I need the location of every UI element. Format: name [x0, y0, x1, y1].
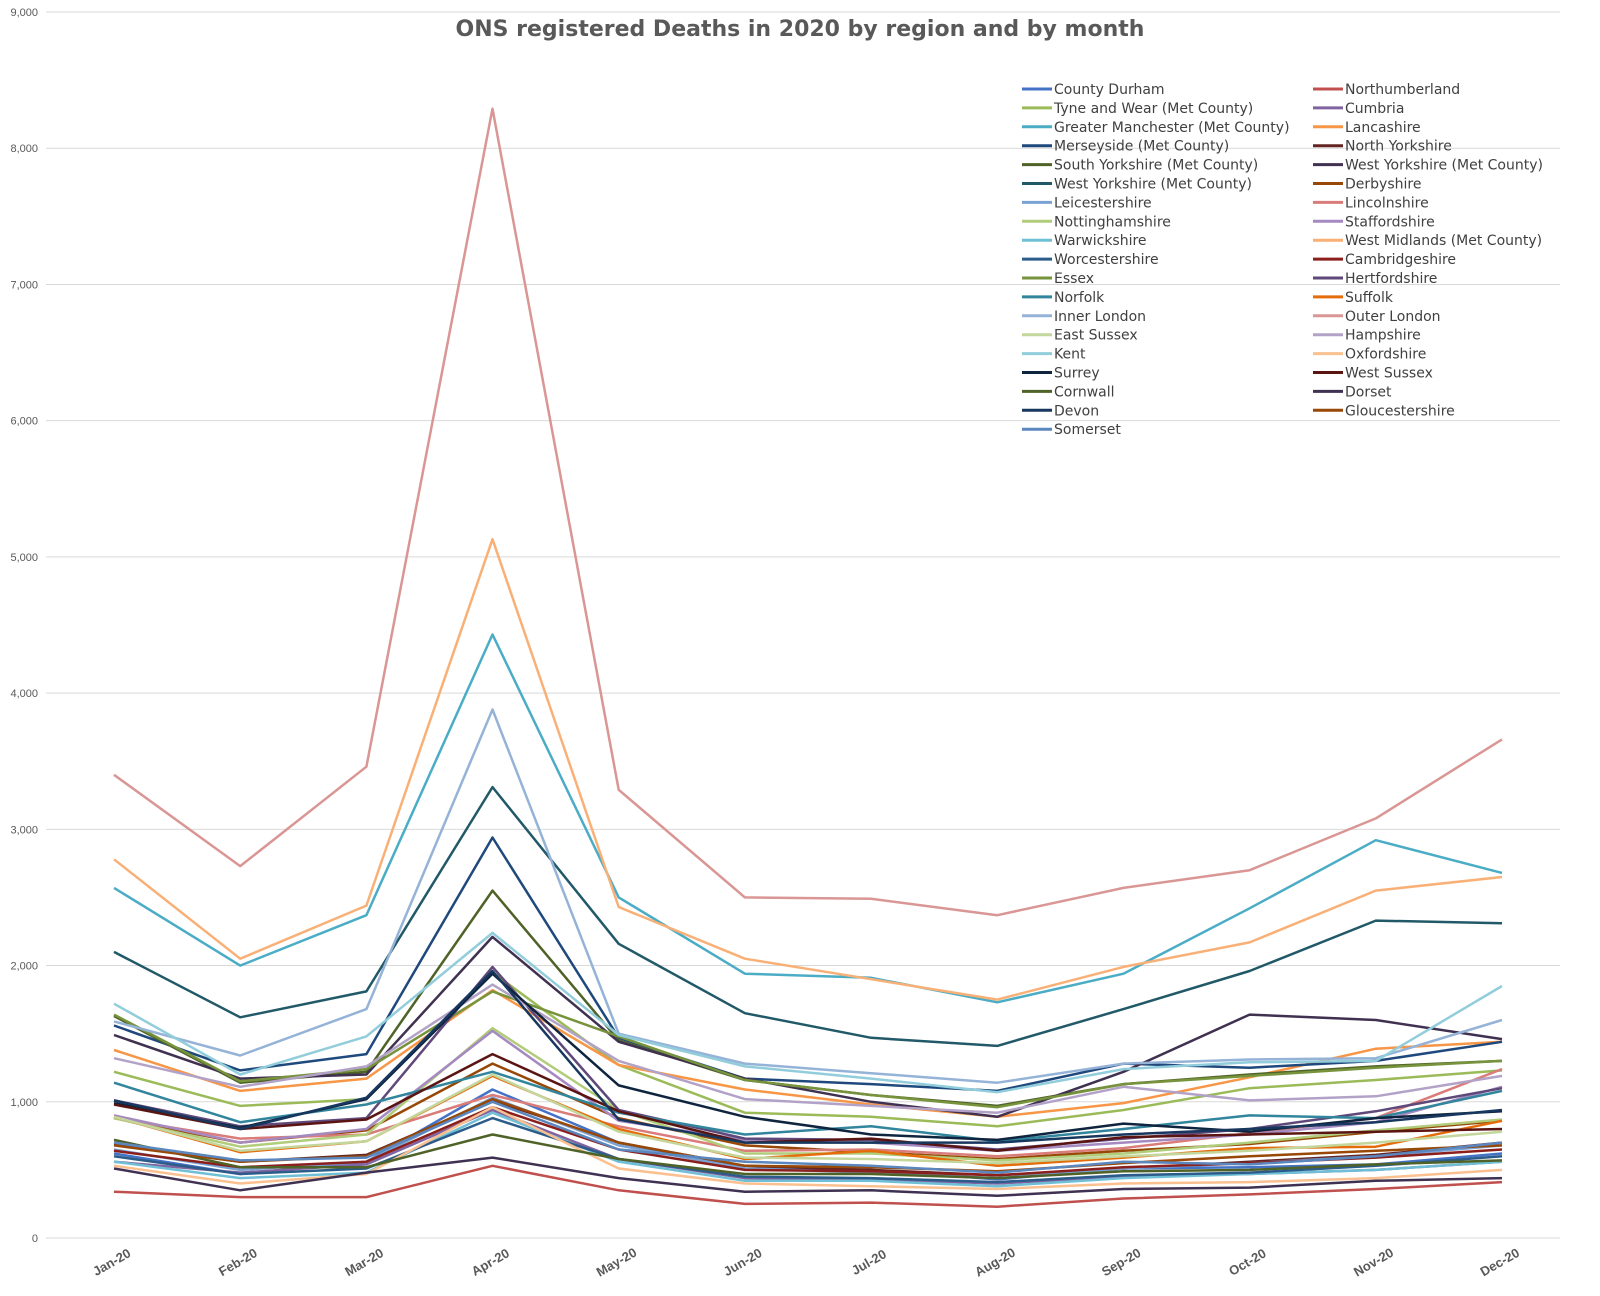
legend-label: Derbyshire — [1345, 177, 1421, 193]
series-line — [113, 1073, 1503, 1165]
legend-label: Surrey — [1054, 366, 1100, 382]
series-line — [113, 785, 1503, 1048]
legend-label: Norfolk — [1054, 290, 1105, 306]
legend-label: Cornwall — [1054, 384, 1115, 400]
legend-label: Northumberland — [1345, 82, 1460, 98]
series-line — [113, 971, 1503, 1128]
series-line — [113, 537, 1503, 1001]
series-line — [113, 1100, 1503, 1174]
y-tick-label: 4,000 — [10, 688, 38, 700]
legend-label: Tyne and Wear (Met County) — [1053, 101, 1253, 117]
legend-label: Merseyside (Met County) — [1054, 139, 1229, 155]
y-tick-label: 3,000 — [10, 824, 38, 836]
legend-label: Worcestershire — [1054, 252, 1159, 268]
y-tick-label: 5,000 — [10, 552, 38, 564]
series-line — [113, 633, 1503, 1004]
series-line — [113, 708, 1503, 1084]
legend-label: Hertfordshire — [1345, 271, 1437, 287]
legend-label: County Durham — [1054, 82, 1165, 98]
x-tick-label: Aug-20 — [972, 1245, 1018, 1280]
legend-label: Hampshire — [1345, 328, 1421, 344]
y-tick-label: 8,000 — [10, 143, 38, 155]
x-tick-label: Mar-20 — [342, 1245, 386, 1279]
x-tick-label: Nov-20 — [1351, 1245, 1396, 1280]
legend-label: West Sussex — [1345, 366, 1433, 382]
legend-label: North Yorkshire — [1345, 139, 1452, 155]
legend-label: Outer London — [1345, 309, 1441, 325]
x-tick-label: Jul-20 — [849, 1246, 889, 1278]
legend-label: Cumbria — [1345, 101, 1404, 117]
x-tick-label: Jun-20 — [721, 1245, 765, 1279]
x-tick-label: Oct-20 — [1226, 1245, 1269, 1278]
legend-label: West Yorkshire (Met County) — [1054, 177, 1252, 193]
legend-label: Greater Manchester (Met County) — [1054, 120, 1290, 136]
legend-label: Somerset — [1054, 422, 1121, 438]
legend-label: Devon — [1054, 403, 1099, 419]
gridlines — [46, 11, 1560, 1239]
x-tick-label: May-20 — [594, 1245, 640, 1280]
legend-label: Lancashire — [1345, 120, 1421, 136]
series-line — [113, 983, 1503, 1114]
legend-label: Gloucestershire — [1345, 403, 1455, 419]
legend: County Durham Northumberland Tyne and Wear… — [1022, 82, 1543, 438]
x-axis: Jan-20 Feb-20 Mar-20 Apr-20 May-20 Jun-20 Jul-… — [90, 1245, 1522, 1280]
legend-label: West Yorkshire (Met County) — [1345, 158, 1543, 174]
legend-label: Suffolk — [1345, 290, 1394, 306]
series-line — [113, 990, 1503, 1109]
legend-label: Nottinghamshire — [1054, 214, 1171, 230]
series-line — [113, 1116, 1503, 1184]
series-line — [113, 1156, 1503, 1198]
series-line — [113, 969, 1503, 1144]
y-tick-label: 0 — [32, 1233, 38, 1245]
legend-label: Warwickshire — [1054, 233, 1147, 249]
series-line — [113, 1133, 1503, 1180]
series-line — [113, 1164, 1503, 1208]
x-tick-label: Dec-20 — [1478, 1245, 1522, 1279]
series-line — [113, 1111, 1503, 1188]
series-line — [113, 836, 1503, 1093]
legend-label: Kent — [1054, 347, 1086, 363]
series-line — [113, 1052, 1503, 1153]
legend-label: Inner London — [1054, 309, 1146, 325]
series-line — [113, 107, 1503, 917]
series-line — [113, 1026, 1503, 1162]
series-line — [113, 935, 1503, 1119]
legend-label: South Yorkshire (Met County) — [1054, 158, 1258, 174]
x-tick-label: Feb-20 — [216, 1245, 260, 1279]
y-tick-label: 9,000 — [10, 7, 38, 19]
series-line — [113, 1070, 1503, 1143]
legend-label: Staffordshire — [1345, 214, 1435, 230]
series-line — [113, 931, 1503, 1094]
y-axis: 0 1,000 2,000 3,000 4,000 5,000 6,000 7,000 8,00… — [10, 7, 38, 1245]
x-tick-label: Apr-20 — [469, 1245, 512, 1279]
x-tick-label: Sep-20 — [1099, 1245, 1143, 1279]
y-tick-label: 6,000 — [10, 416, 38, 428]
legend-label: East Sussex — [1054, 328, 1138, 344]
legend-label: West Midlands (Met County) — [1345, 233, 1542, 249]
y-tick-label: 2,000 — [10, 961, 38, 973]
series-line — [113, 965, 1503, 1151]
legend-label: Leicestershire — [1054, 195, 1152, 211]
legend-label: Lincolnshire — [1345, 195, 1429, 211]
y-tick-label: 1,000 — [10, 1097, 38, 1109]
legend-label: Cambridgeshire — [1345, 252, 1456, 268]
series-lines — [113, 107, 1503, 1208]
y-tick-label: 7,000 — [10, 279, 38, 291]
legend-label: Dorset — [1345, 384, 1392, 400]
legend-label: Oxfordshire — [1345, 347, 1426, 363]
x-tick-label: Jan-20 — [90, 1245, 133, 1279]
chart-title: ONS registered Deaths in 2020 by region … — [456, 17, 1145, 42]
legend-label: Essex — [1054, 271, 1094, 287]
